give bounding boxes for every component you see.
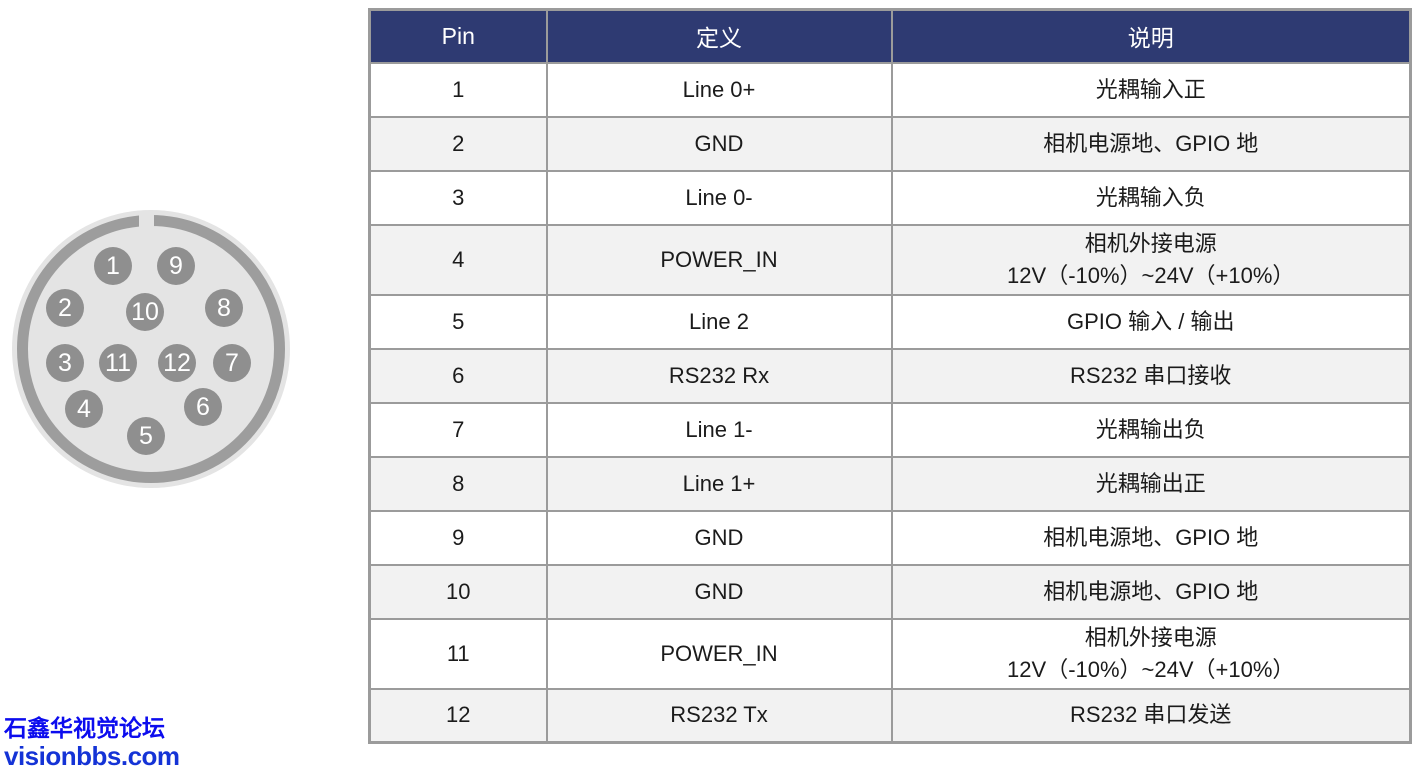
table-row: 8 Line 1+ 光耦输出正 <box>368 455 1412 512</box>
definition-cell: Line 0+ <box>545 61 893 118</box>
connector-pin-7: 7 <box>213 344 251 382</box>
definition-cell: Line 1- <box>545 401 893 458</box>
description-cell: RS232 串口接收 <box>890 347 1412 404</box>
definition-cell: GND <box>545 509 893 566</box>
definition-cell: POWER_IN <box>545 617 893 690</box>
table-row: 5 Line 2 GPIO 输入 / 输出 <box>368 293 1412 350</box>
definition-cell: GND <box>545 563 893 620</box>
description-cell: RS232 串口发送 <box>890 687 1412 744</box>
pin-cell: 2 <box>368 115 548 172</box>
connector-pin-4: 4 <box>65 390 103 428</box>
table-row: 7 Line 1- 光耦输出负 <box>368 401 1412 458</box>
table-row: 6 RS232 Rx RS232 串口接收 <box>368 347 1412 404</box>
description-cell: 光耦输出正 <box>890 455 1412 512</box>
table-row: 9 GND 相机电源地、GPIO 地 <box>368 509 1412 566</box>
pin-cell: 8 <box>368 455 548 512</box>
description-cell: 相机电源地、GPIO 地 <box>890 509 1412 566</box>
pin-cell: 7 <box>368 401 548 458</box>
definition-cell: RS232 Rx <box>545 347 893 404</box>
pin-cell: 1 <box>368 61 548 118</box>
connector-pin-6: 6 <box>184 388 222 426</box>
description-cell: 光耦输入负 <box>890 169 1412 226</box>
connector-pin-2: 2 <box>46 289 84 327</box>
table-row: 4 POWER_IN 相机外接电源 12V（-10%）~24V（+10%） <box>368 223 1412 296</box>
table-row: 1 Line 0+ 光耦输入正 <box>368 61 1412 118</box>
table-row: 11 POWER_IN 相机外接电源 12V（-10%）~24V（+10%） <box>368 617 1412 690</box>
description-cell: 相机电源地、GPIO 地 <box>890 563 1412 620</box>
connector-diagram: 1 9 2 10 8 3 11 12 7 4 6 5 <box>12 210 290 488</box>
watermark-site-url: visionbbs.com <box>4 741 180 771</box>
table-header-row: Pin 定义 说明 <box>368 8 1412 64</box>
description-cell: 相机外接电源 12V（-10%）~24V（+10%） <box>890 223 1412 296</box>
pin-cell: 9 <box>368 509 548 566</box>
pin-cell: 10 <box>368 563 548 620</box>
definition-cell: GND <box>545 115 893 172</box>
watermark-site-name: 石鑫华视觉论坛 <box>4 715 165 741</box>
definition-cell: Line 1+ <box>545 455 893 512</box>
table-row: 12 RS232 Tx RS232 串口发送 <box>368 687 1412 744</box>
definition-cell: POWER_IN <box>545 223 893 296</box>
pin-cell: 4 <box>368 223 548 296</box>
column-header-definition: 定义 <box>545 8 893 64</box>
watermark: 石鑫华视觉论坛 visionbbs.com <box>4 714 180 770</box>
description-cell: 相机电源地、GPIO 地 <box>890 115 1412 172</box>
connector-pin-8: 8 <box>205 289 243 327</box>
column-header-description: 说明 <box>890 8 1412 64</box>
pin-cell: 11 <box>368 617 548 690</box>
pin-definition-table: Pin 定义 说明 1 Line 0+ 光耦输入正 2 GND 相机电源地、GP… <box>368 8 1412 744</box>
table-row: 2 GND 相机电源地、GPIO 地 <box>368 115 1412 172</box>
connector-pin-12: 12 <box>158 344 196 382</box>
pin-cell: 5 <box>368 293 548 350</box>
connector-pin-11: 11 <box>99 344 137 382</box>
connector-pin-10: 10 <box>126 293 164 331</box>
table-row: 10 GND 相机电源地、GPIO 地 <box>368 563 1412 620</box>
definition-cell: Line 0- <box>545 169 893 226</box>
pin-cell: 12 <box>368 687 548 744</box>
definition-cell: RS232 Tx <box>545 687 893 744</box>
connector-ring-gap <box>139 212 154 230</box>
connector-pin-9: 9 <box>157 247 195 285</box>
description-cell: GPIO 输入 / 输出 <box>890 293 1412 350</box>
description-cell: 光耦输入正 <box>890 61 1412 118</box>
description-cell: 相机外接电源 12V（-10%）~24V（+10%） <box>890 617 1412 690</box>
connector-pin-5: 5 <box>127 417 165 455</box>
table-row: 3 Line 0- 光耦输入负 <box>368 169 1412 226</box>
definition-cell: Line 2 <box>545 293 893 350</box>
pin-cell: 6 <box>368 347 548 404</box>
column-header-pin: Pin <box>368 8 548 64</box>
connector-pin-3: 3 <box>46 344 84 382</box>
description-cell: 光耦输出负 <box>890 401 1412 458</box>
connector-pin-1: 1 <box>94 247 132 285</box>
pin-cell: 3 <box>368 169 548 226</box>
